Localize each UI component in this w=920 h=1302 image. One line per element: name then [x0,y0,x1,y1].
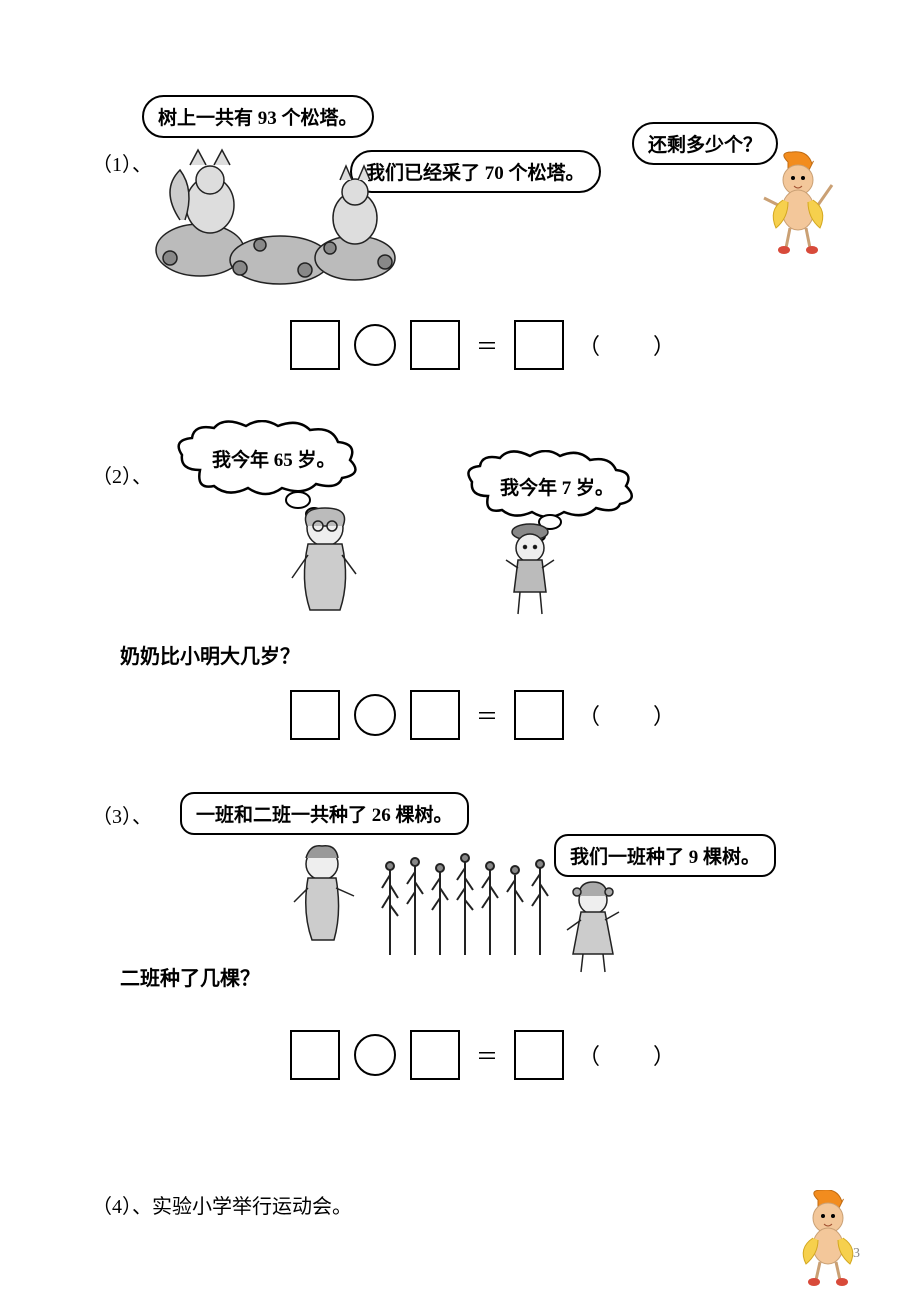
q4-label: （4）、实验小学举行运动会。 [92,1190,352,1219]
worksheet-page: （1）、 树上一共有 93 个松塔。 我们已经采了 70 个松塔。 还剩多少个？ [0,0,920,1302]
q3-bubble-class1-text: 我们一班种了 9 棵树。 [570,847,760,868]
q3-operand1-box[interactable] [290,1030,340,1080]
q2-operand2-box[interactable] [410,690,460,740]
q1-bubble-ask: 还剩多少个？ [632,122,778,165]
q3-operator-circle[interactable] [354,1034,396,1076]
q3-boy-figure [280,840,370,960]
q3-girl-figure [555,878,635,978]
elf-mascot-2 [788,1190,878,1290]
q3-unit-paren[interactable]: （ ） [578,1039,678,1071]
q3-trees [370,850,560,960]
q2-thought2-text: 我今年 7 岁。 [500,473,614,500]
elf-mascot-1 [758,150,848,260]
q2-label: （2）、 [92,460,152,489]
q3-label: （3）、 [92,800,152,829]
q1-bubble-total-text: 树上一共有 93 个松塔。 [158,108,358,129]
q3-result-box[interactable] [514,1030,564,1080]
q1-result-box[interactable] [514,320,564,370]
q3-question: 二班种了几棵？ [120,962,260,991]
q1-operand1-box[interactable] [290,320,340,370]
q2-thought1-text: 我今年 65 岁。 [212,445,336,472]
q2-boy-figure [490,520,570,620]
q3-bubble-total-text: 一班和二班一共种了 26 棵树。 [196,805,453,826]
q2-unit-paren[interactable]: （ ） [578,699,678,731]
q2-operator-circle[interactable] [354,694,396,736]
q2-question: 奶奶比小明大几岁？ [120,640,300,669]
q1-bubble-total: 树上一共有 93 个松塔。 [142,95,374,138]
q2-grandma-figure [280,500,370,620]
q2-result-box[interactable] [514,690,564,740]
q3-bubble-class1: 我们一班种了 9 棵树。 [554,834,776,877]
q1-equation: ＝ （ ） [290,320,678,370]
q3-equation: ＝ （ ） [290,1030,678,1080]
q1-bubble-ask-text: 还剩多少个？ [648,135,762,156]
page-number: 3 [853,1246,860,1262]
q2-equation: ＝ （ ） [290,690,678,740]
q2-equals: ＝ [474,699,500,731]
q3-bubble-total: 一班和二班一共种了 26 棵树。 [180,792,469,835]
q2-operand1-box[interactable] [290,690,340,740]
q1-operator-circle[interactable] [354,324,396,366]
q3-equals: ＝ [474,1039,500,1071]
q3-operand2-box[interactable] [410,1030,460,1080]
q1-unit-paren[interactable]: （ ） [578,329,678,361]
q1-illustration-squirrels [140,140,410,290]
q1-operand2-box[interactable] [410,320,460,370]
q1-equals: ＝ [474,329,500,361]
